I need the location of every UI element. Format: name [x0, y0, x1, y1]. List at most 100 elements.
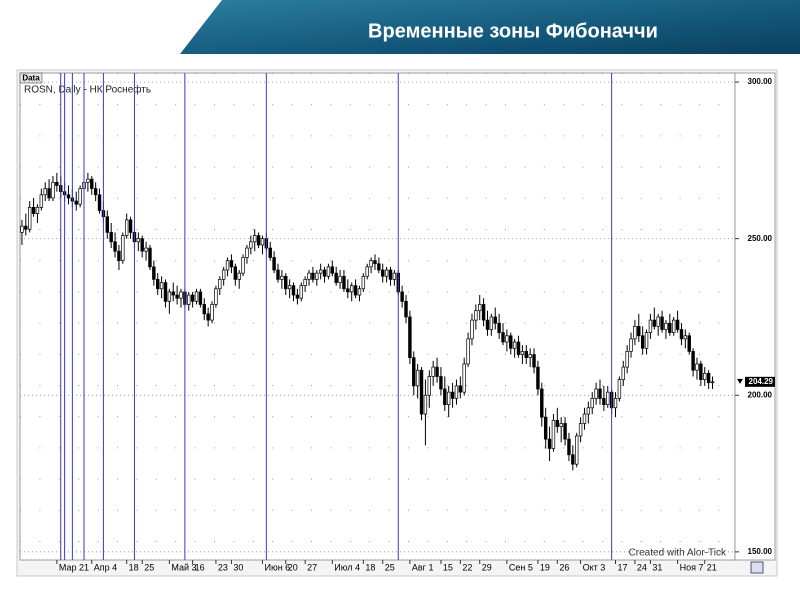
candle-body [493, 316, 497, 324]
candle-body [664, 322, 668, 330]
last-price-label: 204.29 [749, 377, 774, 386]
candle-body [555, 419, 560, 427]
candle-body [625, 351, 629, 368]
candle-body [629, 338, 633, 352]
candle-body [637, 326, 641, 337]
candle-body [93, 188, 98, 196]
candle-body [198, 291, 203, 305]
candle-body [582, 413, 587, 424]
candle-body [291, 285, 296, 296]
candle-body [237, 272, 241, 280]
x-tick-label: 27 [307, 562, 317, 572]
candle-body [478, 304, 482, 312]
candle-body [710, 381, 715, 384]
candle-body [551, 419, 556, 449]
slide-title: Временные зоны Фибоначчи [368, 20, 658, 42]
candle-body [435, 366, 439, 377]
candle-body [287, 285, 292, 290]
candle-body [121, 235, 125, 261]
x-tick-label: 24 [637, 562, 647, 572]
candle-body [179, 291, 183, 299]
candle-body [547, 438, 552, 449]
candle-body [74, 200, 78, 205]
candle-body [326, 266, 331, 277]
candle-body [373, 260, 377, 265]
candle-body [86, 178, 90, 183]
candle-body [318, 269, 323, 274]
candle-body [408, 316, 412, 359]
candle-body [423, 394, 428, 415]
x-tick-label: 31 [652, 562, 662, 572]
dot-grid [20, 73, 735, 560]
candle-body [260, 238, 265, 246]
candle-body [221, 269, 226, 280]
candle-body [540, 388, 544, 418]
candle-body [210, 304, 214, 321]
candle-body [218, 279, 222, 290]
panel-label: Data [22, 74, 40, 83]
header-banner [180, 0, 800, 54]
candle-body [136, 238, 141, 243]
candle-body [280, 275, 284, 280]
candle-body [392, 272, 397, 280]
candle-body [334, 272, 338, 283]
candle-body [97, 194, 102, 211]
x-tick-label: 22 [462, 562, 472, 572]
candle-body [187, 294, 191, 305]
candle-body [105, 216, 109, 233]
x-tick-label: Ноя 7 [680, 562, 704, 572]
x-tick-label: Май 3 [171, 562, 196, 572]
last-price-tag [745, 376, 775, 387]
chart-layer: 150.00 200.00 250.00 300.00 Мар 21 Апр 4 18 25 М… [20, 73, 775, 572]
candle-body [152, 266, 156, 280]
candle-body [431, 366, 435, 377]
x-tick-label: 16 [195, 562, 205, 572]
candle-body [516, 341, 521, 355]
panel-label-box [19, 72, 43, 84]
candle-body [485, 319, 490, 330]
candle-body [640, 335, 645, 349]
scroll-button[interactable] [750, 561, 764, 574]
candle-body [113, 241, 117, 252]
candle-body [268, 247, 272, 258]
x-tick-label: Апр 4 [94, 562, 117, 572]
x-tick-label: 26 [559, 562, 569, 572]
x-tick-label: 21 [707, 562, 717, 572]
x-tick-label: 25 [385, 562, 395, 572]
candle-body [671, 319, 676, 333]
candle-body [206, 313, 210, 321]
candle-body [140, 238, 144, 252]
y-tick-label: 150.00 [748, 547, 773, 556]
candle-body [656, 316, 660, 327]
candle-body [571, 454, 575, 465]
candle-body [462, 363, 466, 393]
candle-body [361, 275, 366, 290]
candle-body [586, 407, 591, 415]
candle-body [633, 326, 637, 340]
candle-body [679, 329, 684, 340]
candle-body [148, 247, 152, 268]
x-tick-label: Мар 21 [59, 562, 89, 572]
candle-body [144, 247, 148, 252]
candle-body [357, 288, 362, 296]
candle-body [474, 310, 478, 321]
candle-body [602, 398, 606, 406]
candle-body [594, 388, 598, 399]
candle-body [35, 207, 40, 214]
x-tick-label: Июн 6 [264, 562, 290, 572]
candle-body [652, 319, 657, 327]
candle-body [691, 351, 695, 371]
candle-body [509, 335, 513, 349]
x-tick-label: Июл 4 [334, 562, 360, 572]
candle-body [202, 304, 206, 315]
candle-body [276, 269, 280, 280]
candle-body [415, 369, 420, 387]
candle-body [536, 366, 540, 390]
candle-body [190, 294, 195, 302]
candle-body [253, 235, 257, 243]
candle-body [315, 272, 319, 280]
candle-body [156, 279, 160, 290]
x-tick-label: 23 [218, 562, 228, 572]
candle-body [346, 288, 350, 293]
candle-body [245, 247, 249, 258]
